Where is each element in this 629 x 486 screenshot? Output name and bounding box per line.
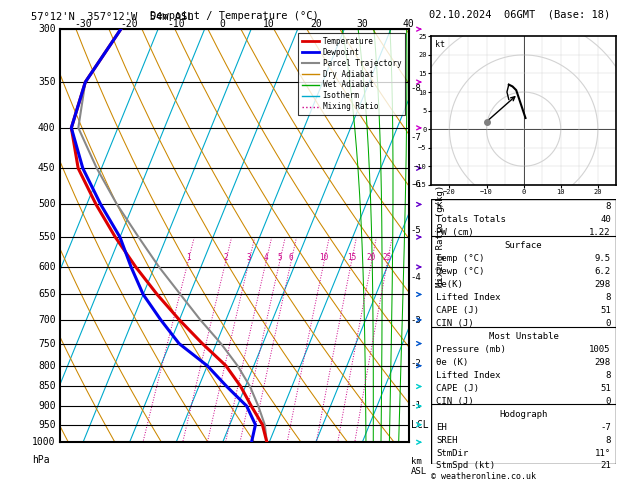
Text: PW (cm): PW (cm) — [437, 228, 474, 237]
Text: -2: -2 — [411, 359, 421, 368]
Text: Lifted Index: Lifted Index — [437, 371, 501, 380]
Text: 450: 450 — [38, 163, 55, 174]
Text: LCL: LCL — [411, 419, 428, 430]
Text: 57°12'N  357°12'W  54m ASL: 57°12'N 357°12'W 54m ASL — [31, 12, 194, 22]
Text: 02.10.2024  06GMT  (Base: 18): 02.10.2024 06GMT (Base: 18) — [429, 10, 610, 20]
Text: 10: 10 — [264, 19, 275, 29]
Text: 300: 300 — [38, 24, 55, 34]
Text: StmDir: StmDir — [437, 449, 469, 457]
Text: 10: 10 — [320, 253, 329, 262]
Text: 1: 1 — [186, 253, 191, 262]
Text: 750: 750 — [38, 339, 55, 348]
Text: CAPE (J): CAPE (J) — [437, 383, 479, 393]
Text: 21: 21 — [600, 462, 611, 470]
Text: CIN (J): CIN (J) — [437, 397, 474, 406]
Text: 0: 0 — [220, 19, 226, 29]
Text: 4: 4 — [264, 253, 269, 262]
Text: 15: 15 — [347, 253, 356, 262]
Text: 298: 298 — [595, 358, 611, 366]
Text: 40: 40 — [600, 215, 611, 224]
Text: 51: 51 — [600, 383, 611, 393]
Text: 350: 350 — [38, 77, 55, 87]
Text: SREH: SREH — [437, 435, 458, 445]
Text: © weatheronline.co.uk: © weatheronline.co.uk — [431, 472, 536, 481]
Text: -7: -7 — [600, 422, 611, 432]
Text: 8: 8 — [606, 371, 611, 380]
Text: EH: EH — [437, 422, 447, 432]
Text: 5: 5 — [277, 253, 282, 262]
Text: 6.2: 6.2 — [595, 267, 611, 276]
Text: Hodograph: Hodograph — [499, 410, 548, 418]
Text: 2: 2 — [223, 253, 228, 262]
Text: 20: 20 — [310, 19, 321, 29]
Text: 9.5: 9.5 — [595, 254, 611, 263]
Text: 0: 0 — [606, 319, 611, 328]
Text: -3: -3 — [411, 316, 421, 325]
Text: CIN (J): CIN (J) — [437, 319, 474, 328]
Text: -10: -10 — [167, 19, 185, 29]
Text: 850: 850 — [38, 382, 55, 392]
Text: Most Unstable: Most Unstable — [489, 332, 559, 341]
Text: 51: 51 — [600, 306, 611, 315]
Text: -6: -6 — [411, 180, 421, 189]
Text: 600: 600 — [38, 262, 55, 272]
Text: 8: 8 — [606, 435, 611, 445]
Text: 1005: 1005 — [589, 345, 611, 354]
Text: 0: 0 — [606, 397, 611, 406]
Text: -1: -1 — [411, 401, 421, 410]
Text: Surface: Surface — [505, 241, 542, 250]
Text: -4: -4 — [411, 273, 421, 281]
Text: 400: 400 — [38, 123, 55, 133]
Text: 650: 650 — [38, 290, 55, 299]
Text: 800: 800 — [38, 361, 55, 371]
Text: -8: -8 — [411, 85, 421, 93]
Text: CAPE (J): CAPE (J) — [437, 306, 479, 315]
Text: 1000: 1000 — [32, 437, 55, 447]
Text: Dewp (°C): Dewp (°C) — [437, 267, 485, 276]
Text: 6: 6 — [289, 253, 293, 262]
Text: StmSpd (kt): StmSpd (kt) — [437, 462, 496, 470]
Text: Pressure (mb): Pressure (mb) — [437, 345, 506, 354]
Text: -5: -5 — [411, 226, 421, 235]
Text: Mixing Ratio (g/kg): Mixing Ratio (g/kg) — [436, 185, 445, 287]
Text: -7: -7 — [411, 133, 421, 142]
Text: 20: 20 — [367, 253, 376, 262]
Text: 40: 40 — [403, 19, 415, 29]
Text: Totals Totals: Totals Totals — [437, 215, 506, 224]
Text: 11°: 11° — [595, 449, 611, 457]
Text: 1.22: 1.22 — [589, 228, 611, 237]
Text: 550: 550 — [38, 232, 55, 242]
Text: 500: 500 — [38, 199, 55, 209]
Text: Temp (°C): Temp (°C) — [437, 254, 485, 263]
Text: 900: 900 — [38, 401, 55, 411]
Text: Dewpoint / Temperature (°C): Dewpoint / Temperature (°C) — [150, 11, 319, 20]
Text: θe (K): θe (K) — [437, 358, 469, 366]
Text: 3: 3 — [247, 253, 251, 262]
Text: 298: 298 — [595, 280, 611, 289]
Text: km
ASL: km ASL — [411, 457, 426, 476]
Text: -20: -20 — [121, 19, 138, 29]
Text: Lifted Index: Lifted Index — [437, 293, 501, 302]
Text: 950: 950 — [38, 419, 55, 430]
Text: 25: 25 — [383, 253, 392, 262]
Text: K: K — [437, 202, 442, 211]
Text: θe(K): θe(K) — [437, 280, 464, 289]
Text: 700: 700 — [38, 315, 55, 325]
Text: hPa: hPa — [32, 455, 50, 465]
Text: 30: 30 — [357, 19, 368, 29]
Text: 8: 8 — [606, 293, 611, 302]
Text: kt: kt — [435, 40, 445, 50]
Text: -30: -30 — [74, 19, 92, 29]
Legend: Temperature, Dewpoint, Parcel Trajectory, Dry Adiabat, Wet Adiabat, Isotherm, Mi: Temperature, Dewpoint, Parcel Trajectory… — [298, 33, 405, 115]
Text: 8: 8 — [606, 202, 611, 211]
